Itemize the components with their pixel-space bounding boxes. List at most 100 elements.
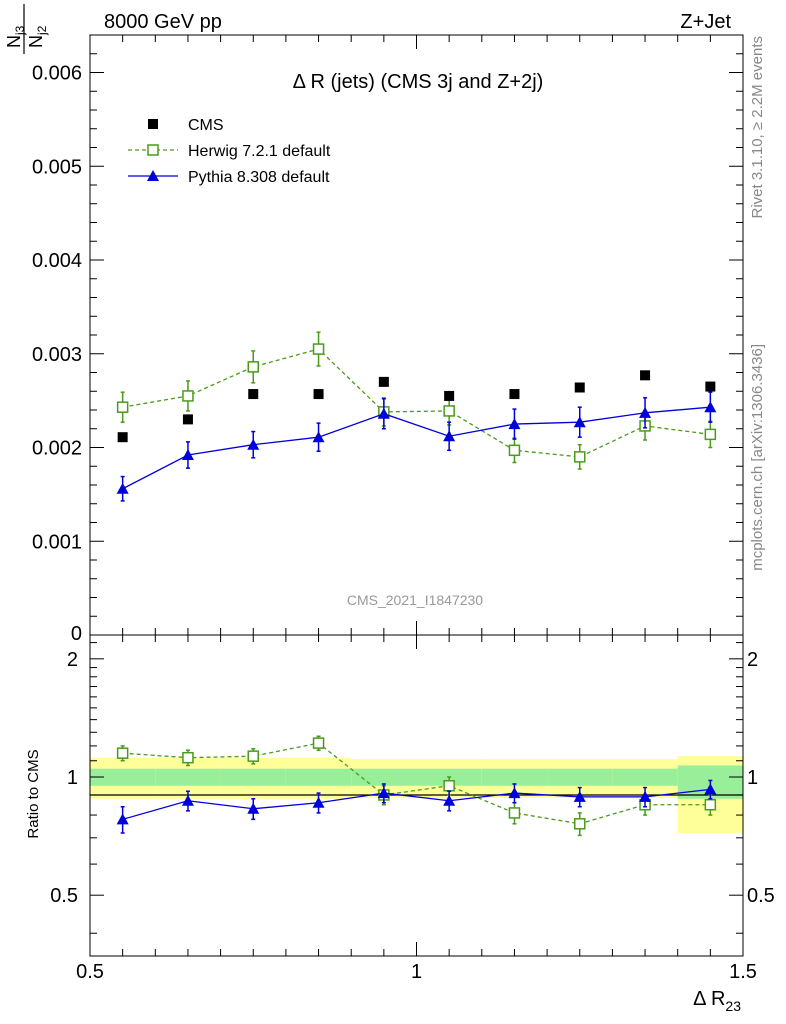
main-pythia-point [443, 430, 456, 442]
ylabel-denominator: Nj2 [26, 25, 49, 48]
ratio-y-tick-labels: 0.5 0.5 1 1 2 2 [50, 649, 775, 907]
main-y-tick-label: 0.005 [32, 156, 82, 178]
main-pythia-point [181, 449, 194, 460]
main-y-tick-label-zero: 0 [71, 623, 82, 645]
process-label: Z+Jet [680, 11, 731, 33]
energy-label: 8000 GeV pp [104, 11, 222, 33]
legend-entry-herwig: Herwig 7.2.1 default [128, 143, 331, 160]
main-pythia-point [573, 416, 586, 428]
main-cms-point [182, 414, 193, 425]
main-y-tick-labels: 0.001 0.002 0.003 0.004 0.005 0.006 0 [32, 63, 82, 646]
ratio-pythia-line-1 [122, 788, 711, 820]
main-cms-point [444, 390, 455, 401]
x-tick-label: 0.5 [76, 961, 104, 983]
ratio-band-inner [547, 768, 613, 786]
legend-marker-pythia [147, 170, 159, 181]
ratio-band-inner [481, 768, 548, 786]
ratio-pythia-point [639, 790, 652, 802]
ratio-pythia-point [443, 794, 456, 806]
ratio-herwig-point [182, 751, 194, 764]
main-pythia-point [704, 401, 717, 413]
main-herwig-point [508, 444, 521, 457]
main-pythia-point [639, 406, 652, 418]
main-cms-point [574, 382, 585, 393]
legend-entry-cms: CMS [148, 117, 224, 134]
main-herwig-point [443, 405, 455, 417]
ratio-band-inner [351, 768, 417, 786]
ratio-pythia-point [312, 796, 325, 808]
main-cms-point [378, 376, 389, 387]
ratio-band-inner [90, 768, 156, 786]
ratio-band-inner [155, 768, 221, 786]
ratio-herwig-point [443, 780, 455, 792]
ylabel-numerator: Nj3 [4, 25, 27, 48]
ratio-uncertainty-bands [90, 756, 743, 834]
legend-marker-cms [148, 119, 158, 129]
ratio-band-inner [220, 768, 286, 786]
main-pythia-point [247, 438, 260, 450]
ratio-pythia-point [704, 783, 717, 795]
main-y-tick-label: 0.006 [32, 63, 82, 85]
main-herwig-point [574, 451, 586, 463]
ratio-y-tick-label-right: 0.5 [747, 885, 775, 907]
main-pythia-line-2 [122, 406, 711, 490]
main-pythia-point [508, 418, 521, 430]
ratio-series-layer [116, 735, 717, 837]
x-tick-label: 1.5 [729, 961, 757, 983]
main-herwig-point [247, 361, 259, 373]
ratio-pythia-point [181, 794, 194, 806]
main-y-tick-label: 0.003 [32, 344, 82, 366]
legend-label-herwig: Herwig 7.2.1 default [188, 143, 331, 160]
ratio-band-inner [612, 768, 678, 786]
ratio-y-tick-label-left: 0.5 [50, 885, 78, 907]
main-panel: 0.001 0.002 0.003 0.004 0.005 0.006 0 Δ R (jet… [4, 4, 744, 956]
main-cms-point [509, 389, 520, 400]
ratio-y-tick-label-left: 2 [67, 649, 78, 671]
main-y-tick-label: 0.004 [32, 250, 82, 272]
legend-marker-herwig [147, 144, 159, 156]
analysis-label: CMS_2021_I1847230 [347, 592, 483, 608]
main-cms-point [313, 389, 324, 400]
main-herwig-point [704, 428, 717, 441]
main-title: Δ R (jets) (CMS 3j and Z+2j) [293, 71, 544, 93]
ratio-pythia-point [508, 787, 521, 799]
ratio-y-tick-label-right: 2 [747, 649, 758, 671]
ratio-herwig-point [704, 798, 717, 811]
main-y-axis-label: Nj3 Nj2 [4, 4, 49, 54]
ratio-pythia-point [377, 787, 390, 799]
legend-label-pythia: Pythia 8.308 default [188, 169, 330, 186]
main-cms-point [705, 381, 716, 392]
main-y-tick-label: 0.002 [32, 438, 82, 460]
main-cms-point [117, 432, 128, 443]
main-pythia-point [116, 482, 129, 494]
ratio-herwig-point [574, 818, 586, 830]
main-herwig-point [116, 401, 129, 413]
main-y-tick-label: 0.001 [32, 531, 82, 553]
main-herwig-point [312, 343, 325, 355]
x-tick-label: 1 [411, 961, 422, 983]
ratio-pythia-point [573, 790, 586, 802]
ratio-band-inner [285, 768, 352, 786]
ratio-panel: 0.5 0.5 1 1 2 2 0.5 1 1.5 Ratio to CMS Δ R23 [25, 634, 775, 1014]
legend-label-cms: CMS [188, 117, 224, 134]
ratio-herwig-line-0 [122, 742, 711, 825]
main-cms-point [640, 370, 651, 381]
main-pythia-point [312, 431, 325, 443]
legend: CMS Herwig 7.2.1 default Pythia 8.308 de… [128, 117, 331, 186]
mcplots-label: mcplots.cern.ch [arXiv:1306.3436] [749, 344, 766, 571]
ratio-herwig-point [116, 747, 129, 759]
ratio-pythia-point [247, 802, 260, 814]
main-herwig-point [182, 390, 194, 402]
ratio-herwig-point [247, 750, 259, 762]
ratio-axis-ticks [90, 642, 743, 934]
main-pythia-point [377, 407, 390, 419]
rivet-label: Rivet 3.1.10, ≥ 2.2M events [749, 36, 766, 219]
ratio-pythia-point [116, 813, 129, 825]
ratio-y-axis-label: Ratio to CMS [25, 749, 42, 838]
ratio-herwig-point [508, 807, 521, 819]
ratio-y-tick-label-left: 1 [67, 767, 78, 789]
main-cms-point [248, 389, 259, 400]
x-axis-label: Δ R23 [693, 988, 741, 1014]
x-tick-labels: 0.5 1 1.5 [76, 961, 757, 983]
